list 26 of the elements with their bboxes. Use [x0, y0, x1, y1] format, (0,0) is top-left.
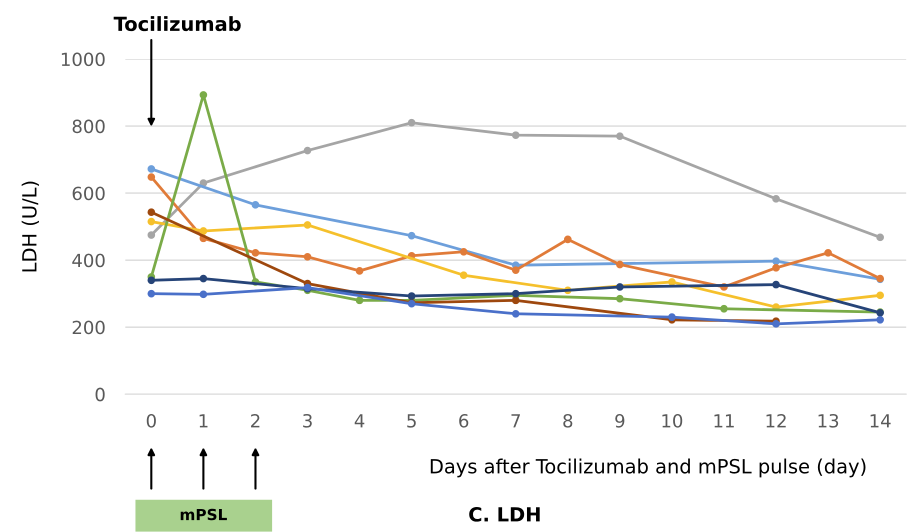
x-tick-label: 3	[303, 414, 312, 428]
x-tick-label: 7	[511, 414, 520, 428]
x-tick-label: 8	[563, 414, 572, 428]
x-tick-label: 10	[662, 414, 682, 428]
y-tick-label: 200	[72, 320, 105, 334]
y-tick-label: 600	[72, 186, 105, 200]
x-tick-label: 14	[870, 414, 891, 428]
x-tick-label: 2	[251, 414, 260, 428]
x-axis-title: Days after Tocilizumab and mPSL pulse (day)	[430, 458, 866, 478]
x-tick-label: 11	[714, 414, 734, 428]
text: mPSL	[180, 508, 227, 520]
y-tick-label: 1000	[62, 52, 105, 66]
x-tick-label: 9	[615, 414, 624, 428]
y-tick-label: 800	[72, 120, 105, 134]
x-tick-label: 5	[407, 414, 416, 428]
x-tick-label: 0	[146, 414, 156, 428]
x-tick-label: 6	[459, 414, 468, 428]
text: C. LDH	[469, 506, 540, 522]
x-tick-label: 1	[200, 414, 208, 428]
y-axis-title: LDH (U/L)	[22, 182, 39, 272]
text: Tocilizumab	[114, 16, 241, 32]
x-tick-label: 12	[766, 414, 786, 428]
y-tick-label: 0	[96, 388, 105, 402]
x-tick-label: 4	[354, 414, 364, 428]
y-tick-label: 400	[72, 254, 105, 268]
x-tick-label: 13	[818, 414, 838, 428]
